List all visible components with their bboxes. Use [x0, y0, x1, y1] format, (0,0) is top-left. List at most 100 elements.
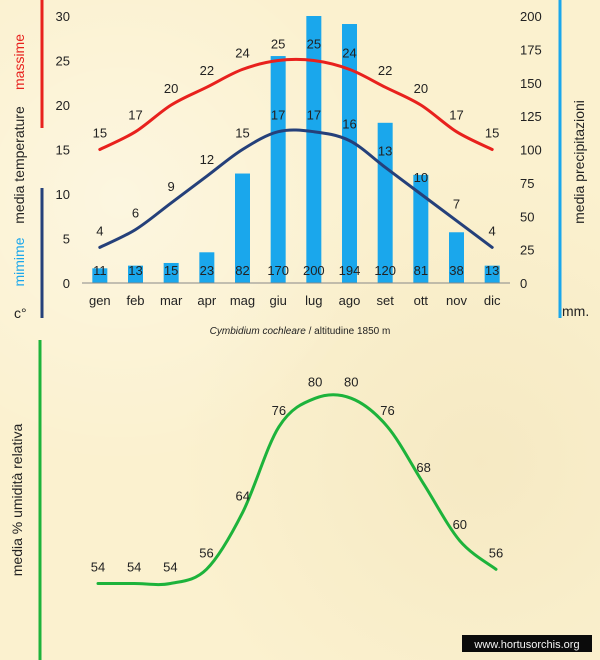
temperature-unit: c°	[14, 305, 27, 321]
top-chart-axes: gen feb mar apr mag giu lug ago set ott nov dic 0 5 10…	[56, 9, 542, 308]
temperature-value-label: 24	[342, 45, 356, 60]
x-tick-label: lug	[305, 293, 322, 308]
right-tick-label: 150	[520, 76, 542, 91]
temperature-value-label: 17	[449, 108, 463, 123]
max-temp-label: massime	[11, 34, 27, 90]
watermark-background	[462, 635, 592, 652]
humidity-chart: 54 54 54 56 64 76 80 80 76 68 60 56	[91, 374, 503, 587]
precipitation-value-label: 81	[414, 263, 428, 278]
humidity-value-label: 56	[489, 545, 503, 560]
x-tick-label: set	[376, 293, 394, 308]
x-tick-label: gen	[89, 293, 111, 308]
precipitation-bar	[270, 56, 286, 283]
precipitation-value-label: 120	[374, 263, 396, 278]
temperature-value-label: 10	[414, 170, 428, 185]
temperature-line	[98, 57, 494, 151]
temperature-data-labels: 15 17 20 22 24 25 25 24 22 20 17 15 4 6 9 12 15 17 17 16 13 1…	[93, 37, 500, 239]
x-tick-label: giu	[269, 293, 286, 308]
x-tick-label: nov	[446, 293, 467, 308]
precipitation-bars	[92, 16, 500, 283]
x-tick-label: ott	[414, 293, 429, 308]
left-tick-label: 20	[56, 98, 70, 113]
x-tick-label: mag	[230, 293, 255, 308]
temperature-value-label: 17	[128, 108, 142, 123]
humidity-value-label: 54	[163, 560, 177, 575]
temperature-line	[98, 128, 494, 249]
temperature-value-label: 17	[271, 108, 285, 123]
precipitation-bar	[413, 174, 429, 283]
right-tick-label: 125	[520, 109, 542, 124]
temperature-value-label: 15	[485, 126, 499, 141]
x-tick-label: ago	[339, 293, 361, 308]
x-tick-label: dic	[484, 293, 501, 308]
humidity-value-label: 80	[308, 374, 322, 389]
temperature-axis-label: media temperature	[11, 106, 27, 224]
right-tick-label: 0	[520, 276, 527, 291]
precipitation-bar	[342, 24, 357, 283]
species-name: Cymbidium cochleare	[210, 326, 307, 337]
precipitation-value-label: 170	[267, 263, 289, 278]
temperature-value-label: 24	[235, 45, 249, 60]
precipitation-value-label: 13	[485, 263, 499, 278]
humidity-value-label: 76	[380, 403, 394, 418]
humidity-value-label: 64	[235, 488, 249, 503]
humidity-axis-label: media % umidità relativa	[9, 424, 25, 577]
precipitation-value-label: 194	[339, 263, 361, 278]
precipitation-bar	[449, 232, 464, 283]
precipitation-bar	[199, 252, 215, 283]
temperature-value-label: 12	[200, 152, 214, 167]
x-tick-label: apr	[197, 293, 216, 308]
precipitation-bar	[163, 262, 179, 283]
temperature-value-label: 15	[235, 126, 249, 141]
temperature-value-label: 25	[271, 37, 285, 52]
temperature-value-label: 4	[96, 223, 103, 238]
precipitation-value-label: 15	[164, 263, 178, 278]
precipitation-bar	[128, 265, 143, 283]
temperature-value-label: 20	[414, 81, 428, 96]
temperature-value-label: 16	[342, 117, 356, 132]
temperature-value-label: 20	[164, 81, 178, 96]
temperature-value-label: 7	[453, 197, 460, 212]
temperature-value-label: 4	[489, 223, 496, 238]
temperature-value-label: 17	[307, 108, 321, 123]
left-tick-label: 10	[56, 187, 70, 202]
precipitation-bar	[235, 173, 250, 283]
temperature-value-label: 13	[378, 143, 392, 158]
precipitation-axis-label: media precipitazioni	[571, 100, 587, 224]
precipitation-value-label: 13	[128, 263, 142, 278]
left-tick-label: 15	[56, 143, 70, 158]
temperature-value-label: 6	[132, 206, 139, 221]
temperature-value-label: 9	[168, 179, 175, 194]
temperature-value-label: 22	[200, 63, 214, 78]
right-tick-label: 25	[520, 243, 534, 258]
right-tick-label: 50	[520, 209, 534, 224]
precipitation-bar	[92, 268, 108, 283]
precipitation-unit: mm.	[562, 303, 589, 319]
humidity-value-label: 76	[272, 403, 286, 418]
chart-caption: Cymbidium cochleare / altitudine 1850 m	[210, 326, 391, 337]
left-tick-label: 0	[63, 276, 70, 291]
x-tick-label: mar	[160, 293, 183, 308]
precipitation-bar	[484, 265, 500, 283]
humidity-value-label: 54	[127, 560, 141, 575]
precipitation-value-label: 200	[303, 263, 325, 278]
temperature-value-label: 22	[378, 63, 392, 78]
precipitation-value-label: 23	[200, 263, 214, 278]
watermark: www.hortusorchis.org	[473, 639, 579, 651]
humidity-line	[96, 393, 498, 587]
left-tick-label: 5	[63, 232, 70, 247]
temperature-lines	[98, 57, 494, 249]
humidity-value-label: 60	[453, 517, 467, 532]
temperature-value-label: 15	[93, 126, 107, 141]
temperature-value-label: 25	[307, 37, 321, 52]
precipitation-bar	[306, 16, 322, 283]
humidity-value-label: 80	[344, 374, 358, 389]
humidity-value-label: 56	[199, 545, 213, 560]
precipitation-value-label: 82	[235, 263, 249, 278]
min-temp-label: mimime	[11, 237, 27, 286]
precipitation-value-label: 11	[93, 263, 107, 278]
left-tick-label: 25	[56, 54, 70, 69]
left-tick-label: 30	[56, 9, 70, 24]
x-tick-label: feb	[126, 293, 144, 308]
